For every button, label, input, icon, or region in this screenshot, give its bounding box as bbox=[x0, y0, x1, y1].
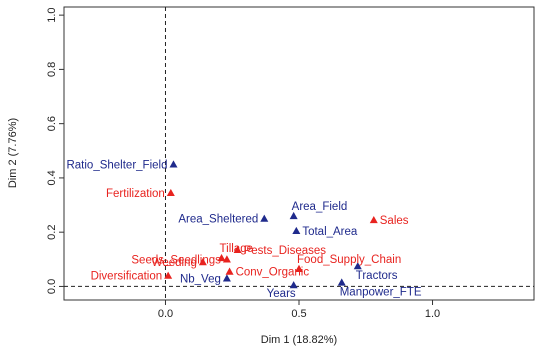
y-tick-label: 1.0 bbox=[46, 7, 58, 22]
y-axis: 0.0 0.2 0.4 0.6 0.8 1.0 bbox=[46, 7, 64, 294]
point-marker bbox=[198, 258, 207, 266]
point-label: Conv_Organic bbox=[236, 267, 310, 279]
point-labels: Ratio_Shelter_Field Fertilization Area_She… bbox=[66, 159, 421, 300]
y-tick-label: 0.6 bbox=[46, 116, 58, 131]
point-marker bbox=[353, 262, 362, 270]
point-marker bbox=[369, 215, 378, 224]
point-marker bbox=[225, 267, 234, 275]
point-marker bbox=[289, 281, 298, 289]
point-label: Nb_Veg bbox=[180, 273, 221, 285]
data-points bbox=[164, 160, 378, 289]
x-tick-label: 0.0 bbox=[158, 308, 173, 320]
point-marker bbox=[292, 226, 301, 235]
point-label: Area_Sheltered bbox=[178, 214, 258, 226]
point-marker bbox=[233, 245, 242, 254]
point-marker bbox=[222, 274, 231, 282]
y-axis-label: Dim 2 (7.76%) bbox=[7, 118, 19, 188]
point-marker bbox=[222, 255, 231, 263]
x-tick-label: 0.5 bbox=[291, 308, 306, 320]
point-label: Fertilization bbox=[106, 188, 165, 200]
point-label: Seeds_Seedlings bbox=[131, 254, 221, 266]
point-label: Sales bbox=[380, 215, 409, 227]
point-marker bbox=[166, 188, 175, 197]
point-label: Weeding bbox=[152, 257, 197, 269]
point-label: Area_Field bbox=[292, 201, 348, 213]
point-marker bbox=[260, 214, 269, 222]
point-marker bbox=[164, 271, 173, 279]
point-label: Ratio_Shelter_Field bbox=[66, 159, 167, 171]
point-label: Diversification bbox=[91, 271, 163, 283]
point-marker bbox=[295, 264, 303, 273]
point-label: Tillage bbox=[220, 243, 253, 255]
y-tick-label: 0.8 bbox=[46, 62, 58, 77]
point-marker bbox=[289, 211, 298, 220]
point-label: Manpower_FTE bbox=[340, 286, 422, 298]
y-tick-label: 0.0 bbox=[46, 279, 58, 294]
point-label: Food_Supply_Chain bbox=[297, 254, 401, 266]
point-label: Total_Area bbox=[302, 226, 358, 238]
point-marker bbox=[169, 160, 178, 168]
point-marker bbox=[337, 278, 346, 286]
point-label: Tractors bbox=[356, 270, 398, 282]
y-tick-label: 0.4 bbox=[46, 170, 58, 185]
point-label: Pests_Diseases bbox=[244, 245, 327, 257]
x-axis: 0.0 0.5 1.0 bbox=[158, 300, 440, 320]
x-tick-label: 1.0 bbox=[425, 308, 440, 320]
reference-lines bbox=[64, 7, 534, 300]
point-label: Years bbox=[267, 288, 296, 300]
point-marker bbox=[217, 253, 226, 262]
x-axis-label: Dim 1 (18.82%) bbox=[261, 334, 337, 346]
y-tick-label: 0.2 bbox=[46, 225, 58, 240]
